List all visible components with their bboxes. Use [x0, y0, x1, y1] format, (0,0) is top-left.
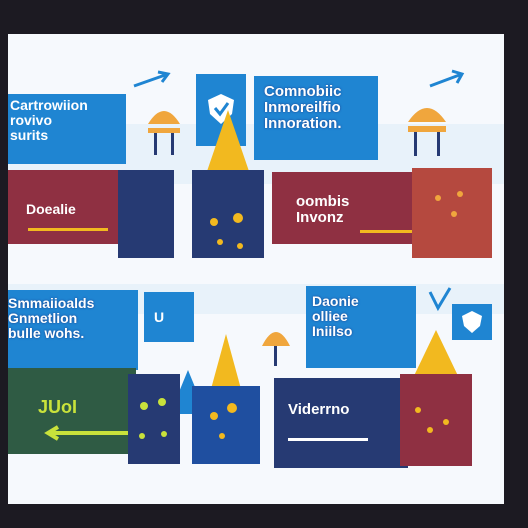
bottom-center-panel [274, 378, 408, 468]
middle-block [118, 170, 174, 258]
shield-icon [462, 311, 482, 333]
arrow-icon [429, 69, 465, 88]
middle-left-panel-text: Doealie [26, 201, 76, 217]
accent-stripe [288, 438, 368, 441]
middle-center-panel-text: oombis Invonz [296, 193, 350, 227]
bottom-left-panel-text: JUoI [38, 397, 78, 417]
accent-stripe [360, 230, 416, 233]
lower-right-panel [306, 286, 416, 368]
lower-small-panel-text: U [154, 309, 165, 325]
lamp-icon [148, 111, 180, 155]
check-icon [435, 191, 463, 217]
top-center-panel [254, 76, 378, 160]
infographic-sheet: Cartrowiion rovivo surits Comnobiic Inmo… [8, 34, 504, 504]
rocket-icon [192, 110, 264, 258]
check-icon [428, 287, 452, 312]
arrow-icon [133, 70, 171, 88]
middle-left-panel [8, 170, 120, 244]
bottom-center-panel-text: Viderrno [288, 401, 350, 418]
lower-small-panel [144, 292, 194, 342]
arrow-icon [44, 425, 132, 441]
bottom-left-panel [8, 368, 136, 454]
rocket-icon [400, 330, 472, 466]
lower-left-panel-text: Smmaiioalds Gnmetlion bulle wohs. [8, 295, 95, 342]
top-center-panel-text: Comnobiic Inmoreilfio Innoration. [264, 83, 342, 133]
lower-right-panel-text: Daonie olliee Iniilso [312, 293, 359, 340]
accent-stripe [28, 228, 108, 231]
lamp-icon [262, 332, 290, 366]
top-left-panel [8, 94, 126, 164]
top-left-panel-text: Cartrowiion rovivo surits [10, 97, 88, 144]
rocket-icon [128, 334, 260, 464]
lower-left-panel [8, 290, 138, 370]
lamp-icon [408, 108, 446, 156]
